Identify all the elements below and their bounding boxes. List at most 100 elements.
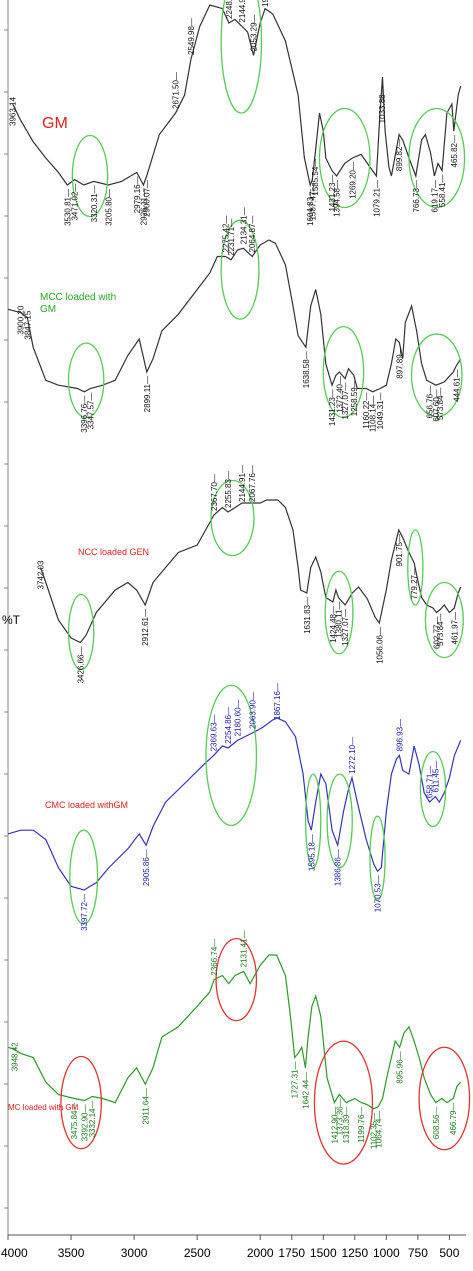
peak-label: 1595.18—: [307, 834, 316, 871]
peak-label: 3396.76—: [80, 396, 89, 433]
peak-label: 1108.14—: [369, 396, 378, 432]
peak-label: 608.56—: [432, 1107, 441, 1139]
highlight-ellipse: [313, 1040, 374, 1165]
peak-label: 656.76—: [426, 386, 435, 418]
peak-label: 2926.11—: [139, 189, 148, 225]
peak-label: 2180.60—: [234, 699, 243, 736]
peak-label: 2063.90—: [248, 692, 257, 729]
spectrum-line: [39, 499, 462, 644]
peak-label: 3471.02—: [71, 184, 80, 221]
series-name-label: GM: [42, 115, 68, 132]
x-tick-label: 1250: [341, 1246, 368, 1260]
peak-label: 3347.57—: [86, 393, 95, 430]
highlight-ellipse: [215, 937, 258, 1022]
peak-label: 1372.40—: [335, 376, 344, 413]
peak-label: 1380.11—: [334, 602, 343, 638]
highlight-ellipse: [318, 107, 371, 209]
x-tick-label: 1750: [278, 1246, 305, 1260]
peak-label: 1327.07—: [341, 383, 350, 420]
peak-label: 901.75—: [395, 534, 404, 566]
axes-layer: 4000 3500 3000 2500 2000 1750 1500 1250 1000 750 5…: [1, 0, 466, 1260]
peak-label: 2905.86—: [142, 849, 151, 886]
peak-label: 3397.72—: [80, 894, 89, 931]
spectrum-panel: 3397.72— 2905.86— 2369.63— 2254.86— 2180.60—…: [7, 683, 462, 931]
peak-label: 2899.11—: [143, 376, 152, 412]
peak-label: 1049.31—: [376, 393, 385, 430]
peak-label: 1412.90—: [330, 1107, 339, 1144]
peak-label: 2064.87—: [248, 216, 257, 253]
peak-label: 444.61—: [453, 369, 462, 401]
series-name-label: MC loaded with GM: [8, 1103, 79, 1112]
highlight-ellipse: [67, 593, 95, 671]
highlight-ellipse: [407, 529, 424, 606]
highlight-ellipse: [424, 581, 464, 659]
peak-label: 1961.67—: [261, 0, 270, 7]
x-tick-label: 3500: [58, 1246, 85, 1260]
peak-label: 1199.76—: [357, 1107, 366, 1143]
x-tick-label: 2500: [184, 1246, 211, 1260]
peak-label: 2053.29—: [250, 14, 259, 51]
peak-label: 3900.20: [17, 305, 26, 334]
panels-layer: 3963.14 3530.81—3471.02— 3320.31— 3205.80— 2…: [7, 0, 471, 1165]
peak-label: 2900.07—: [143, 180, 152, 217]
peak-label: 2549.98—: [187, 18, 196, 55]
peak-label: 573.84—: [436, 388, 445, 420]
peak-label: 1079.21—: [372, 180, 381, 217]
peak-label: 2134.31—: [239, 207, 248, 244]
spectrum-line: [7, 239, 462, 393]
peak-label: 1727.31—: [291, 1062, 300, 1099]
x-tick-label: 3000: [121, 1246, 148, 1260]
peak-label: 2254.86—: [224, 707, 233, 744]
spectrum-line: [12, 4, 462, 188]
highlight-ellipse: [408, 107, 466, 209]
highlight-ellipse: [418, 1046, 471, 1151]
spectrum-panel: 3948.42 3475.84— 3392.90—3332.14— 2911.64— 2…: [7, 930, 471, 1165]
x-tick-label: 2000: [247, 1246, 274, 1260]
peak-label: 3332.14—: [88, 1101, 97, 1138]
x-tick-label: 750: [408, 1246, 428, 1260]
highlight-ellipse: [369, 815, 386, 901]
peak-label: 2231.71—: [227, 219, 236, 256]
peak-label: 1269.20—: [348, 162, 357, 199]
spectrum-panel: 3963.14 3530.81—3471.02— 3320.31— 3205.80— 2…: [9, 0, 466, 226]
peak-label: 1033.88—: [378, 86, 387, 123]
peak-label: 1631.83—: [303, 597, 312, 634]
peak-label: 558.41—: [438, 175, 447, 207]
peak-label: 1431.23—: [328, 389, 337, 426]
y-axis-label: %T: [2, 613, 21, 627]
highlight-ellipse: [322, 325, 365, 419]
peak-label: 899.82—: [395, 139, 404, 171]
peak-label: 2144.91—: [238, 0, 247, 23]
peak-label: 3948.42: [11, 1042, 20, 1071]
highlight-ellipse: [419, 751, 447, 828]
peak-label: 2248.11—: [225, 0, 234, 19]
peak-label: 1431.23—: [328, 175, 337, 212]
peak-label: 1070.53—: [374, 875, 383, 912]
peak-label: 1638.58—: [302, 351, 311, 388]
peak-label: 2067.76—: [248, 465, 257, 502]
peak-label: 2131.41—: [240, 930, 249, 967]
peak-label: 466.79—: [449, 1103, 458, 1135]
peak-label: 3742.03: [37, 560, 46, 589]
highlight-ellipse: [67, 342, 105, 419]
highlight-ellipse: [410, 333, 463, 418]
peak-label: 1604.83—: [306, 189, 315, 226]
peak-label: 3205.80—: [104, 189, 113, 226]
highlight-ellipse: [60, 1055, 102, 1150]
series-name-label: NCC loaded GEN: [78, 547, 149, 557]
peak-label: 1258.59—: [350, 379, 359, 416]
peak-label: 2369.63—: [210, 714, 219, 751]
peak-label: 2671.50—: [172, 72, 181, 109]
peak-label: 766.73—: [412, 180, 421, 212]
peak-label: 1642.44—: [301, 1072, 310, 1109]
peak-label: 1327.07—: [341, 609, 350, 646]
peak-label: 602.77—: [433, 617, 442, 649]
peak-label: 2366.74—: [210, 939, 219, 976]
peak-label: 2912.61—: [141, 609, 150, 646]
peak-label: 1587.47—: [308, 184, 317, 221]
peak-label: 1867.16—: [273, 683, 282, 720]
peak-label: 1160.22—: [362, 393, 371, 429]
series-name-label: CMC loaded withGM: [45, 800, 128, 810]
x-tick-label: 4000: [1, 1246, 28, 1260]
peak-label: 1064.74—: [374, 1111, 383, 1148]
